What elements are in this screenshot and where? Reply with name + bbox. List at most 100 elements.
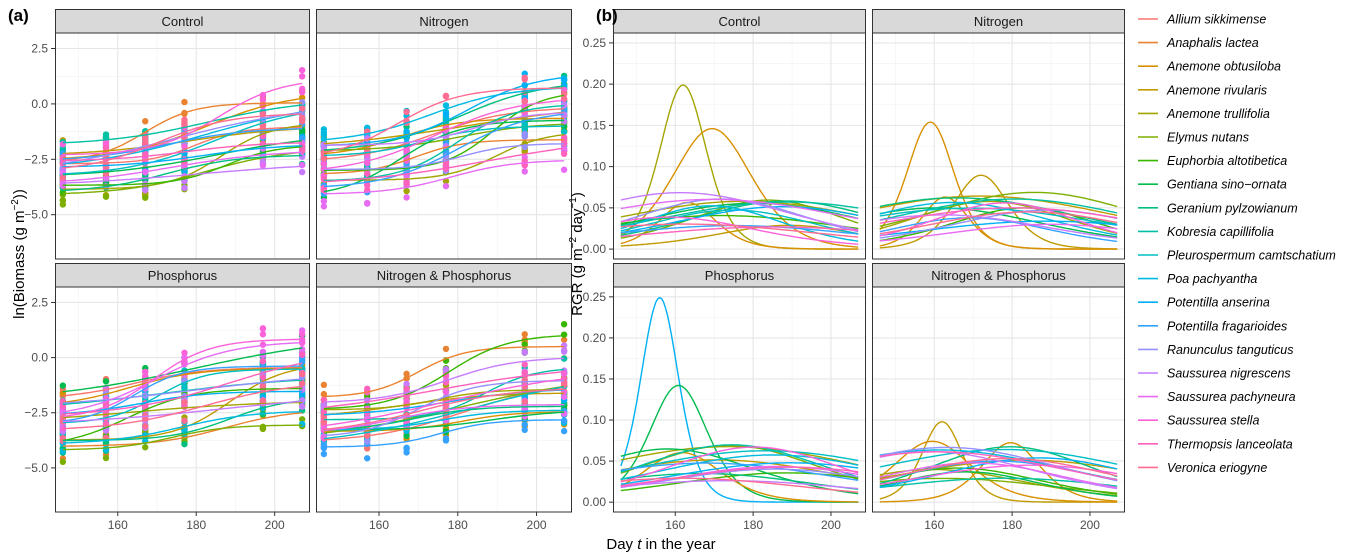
data-point bbox=[521, 98, 528, 105]
facet-curves bbox=[620, 84, 859, 250]
data-point bbox=[560, 427, 568, 435]
facet-curves bbox=[62, 82, 303, 195]
rgr-line bbox=[620, 445, 859, 466]
fit-line bbox=[323, 405, 565, 431]
x-tick-label: 180 bbox=[448, 518, 468, 532]
y-tick-label: 0.05 bbox=[583, 201, 607, 215]
y-tick-label: 0.25 bbox=[583, 290, 607, 304]
fit-line bbox=[62, 112, 303, 175]
rgr-line bbox=[620, 472, 859, 490]
data-point bbox=[298, 66, 306, 74]
rgr-line bbox=[879, 214, 1118, 239]
data-point bbox=[560, 393, 568, 401]
fit-line bbox=[62, 368, 303, 424]
frame-layer bbox=[51, 9, 1125, 516]
facet-strip-label: Phosphorus bbox=[705, 268, 775, 283]
data-point bbox=[560, 140, 568, 147]
data-point bbox=[142, 423, 149, 430]
data-point bbox=[298, 105, 306, 112]
y-tick-label: 2.5 bbox=[31, 295, 48, 309]
y-tick-label: 0.25 bbox=[583, 36, 607, 50]
data-point bbox=[560, 355, 568, 362]
data-point bbox=[442, 435, 450, 442]
data-point bbox=[403, 194, 410, 201]
legend-item: Anaphalis lactea bbox=[1138, 36, 1259, 50]
facet-curves bbox=[879, 121, 1118, 250]
legend-label: Saussurea nigrescens bbox=[1167, 367, 1291, 381]
rgr-line bbox=[620, 462, 859, 481]
data-point bbox=[442, 345, 450, 353]
data-point bbox=[298, 403, 306, 410]
data-point bbox=[320, 450, 328, 458]
legend-item: Poa pachyantha bbox=[1138, 272, 1257, 286]
data-point bbox=[59, 382, 67, 389]
fit-line bbox=[323, 76, 565, 147]
legend-item: Anemone rivularis bbox=[1138, 83, 1267, 97]
data-point bbox=[521, 131, 528, 138]
data-point bbox=[320, 129, 328, 136]
legend-label: Veronica eriogyne bbox=[1167, 461, 1267, 475]
y-tick-label: 0.15 bbox=[583, 372, 607, 386]
legend-label: Ranunculus tanguticus bbox=[1167, 343, 1293, 357]
rgr-line bbox=[620, 468, 859, 489]
data-point bbox=[364, 438, 371, 445]
data-point bbox=[142, 187, 149, 194]
legend-label: Anemone obtusiloba bbox=[1166, 60, 1281, 74]
data-point bbox=[298, 420, 306, 428]
facet-curves bbox=[620, 296, 859, 503]
fit-line bbox=[62, 142, 303, 162]
facet-strip bbox=[613, 263, 866, 288]
rgr-line bbox=[879, 207, 1118, 224]
data-point bbox=[521, 398, 528, 406]
legend-item: Pleurospermum camtschatium bbox=[1138, 249, 1336, 263]
facet-strip-label: Nitrogen bbox=[419, 14, 468, 29]
facet-strip-label: Nitrogen & Phosphorus bbox=[377, 268, 512, 283]
legend-item: Potentilla anserina bbox=[1138, 296, 1270, 310]
x-tick-label: 200 bbox=[1080, 518, 1100, 532]
panel-b-y-axis-title: RGR (g m−2 day−1) bbox=[568, 192, 586, 316]
fit-line bbox=[323, 112, 565, 146]
facet-strip-label: Nitrogen bbox=[974, 14, 1023, 29]
rgr-line bbox=[879, 174, 1118, 250]
fit-line bbox=[62, 385, 303, 430]
data-point bbox=[181, 121, 188, 128]
fit-line bbox=[323, 345, 565, 398]
x-tick-label: 160 bbox=[924, 518, 944, 532]
legend-item: Anemone trullifolia bbox=[1138, 107, 1270, 121]
data-point bbox=[298, 161, 306, 169]
legend-label: Allium sikkimense bbox=[1166, 13, 1266, 27]
rgr-line bbox=[620, 446, 859, 483]
fit-line bbox=[323, 117, 565, 155]
facet-strip bbox=[55, 9, 310, 34]
data-point bbox=[181, 399, 188, 406]
fit-line bbox=[62, 378, 303, 404]
facet-strip-label: Control bbox=[162, 14, 204, 29]
y-tick-label: 0.20 bbox=[583, 77, 607, 91]
facet-strip-label: Control bbox=[719, 14, 761, 29]
y-tick-label: 0.0 bbox=[31, 351, 48, 365]
fit-line bbox=[323, 99, 565, 170]
data-point bbox=[403, 128, 410, 135]
facet-strip bbox=[316, 9, 572, 34]
data-point bbox=[521, 426, 528, 434]
data-point bbox=[442, 160, 450, 168]
fit-line bbox=[62, 124, 303, 190]
rgr-line bbox=[879, 211, 1118, 235]
data-point bbox=[403, 181, 410, 188]
legend-item: Elymus nutans bbox=[1138, 131, 1249, 145]
x-tick-label: 200 bbox=[821, 518, 841, 532]
data-point bbox=[320, 401, 328, 408]
data-point bbox=[320, 160, 328, 168]
rgr-line bbox=[879, 440, 1118, 503]
rgr-line bbox=[879, 477, 1118, 489]
data-point bbox=[259, 96, 267, 104]
data-point bbox=[521, 361, 528, 368]
data-point bbox=[560, 331, 568, 338]
fit-line bbox=[62, 410, 303, 444]
data-point bbox=[560, 370, 568, 377]
rgr-line bbox=[879, 464, 1118, 486]
fit-line bbox=[62, 82, 303, 156]
rgr-line bbox=[879, 457, 1118, 481]
panel-a-y-axis-title: ln(Biomass (g m−2)) bbox=[10, 189, 28, 319]
